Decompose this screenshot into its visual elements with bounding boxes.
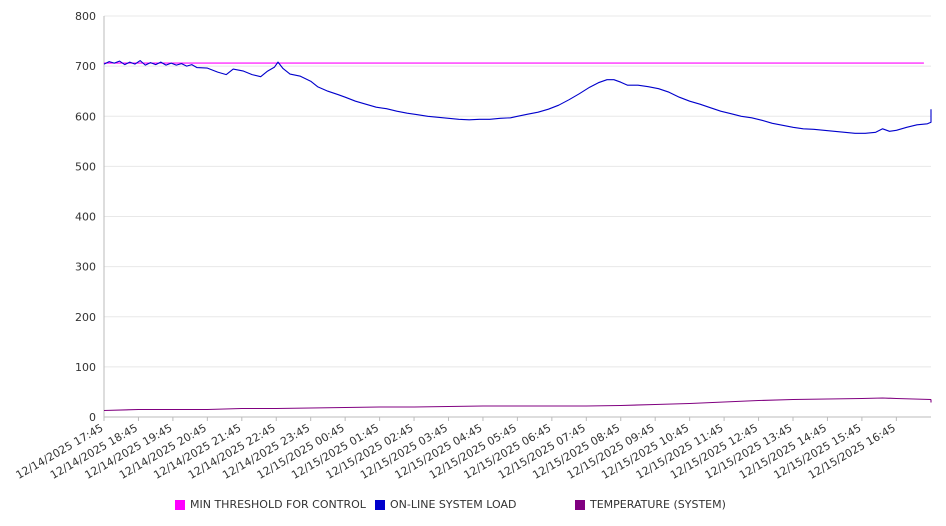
legend-label-system-load: ON-LINE SYSTEM LOAD <box>390 498 517 511</box>
legend-item-system-load: ON-LINE SYSTEM LOAD <box>375 498 516 511</box>
y-tick-label: 600 <box>75 110 96 123</box>
legend-item-min-threshold: MIN THRESHOLD FOR CONTROL <box>175 498 366 511</box>
legend-swatch-min-threshold <box>175 499 185 510</box>
chart-legend: MIN THRESHOLD FOR CONTROL ON-LINE SYSTEM… <box>0 498 946 514</box>
legend-swatch-system-load <box>375 499 385 510</box>
y-tick-label: 300 <box>75 261 96 274</box>
legend-label-min-threshold: MIN THRESHOLD FOR CONTROL <box>190 498 366 511</box>
y-tick-label: 0 <box>89 411 96 424</box>
y-tick-label: 800 <box>75 10 96 23</box>
series-line-system-load <box>103 60 932 134</box>
y-axis-ticks: 0 100 200 300 400 500 600 700 800 <box>75 10 96 424</box>
series-lines <box>103 60 932 412</box>
y-tick-label: 100 <box>75 361 96 374</box>
y-tick-label: 200 <box>75 311 96 324</box>
legend-label-temperature: TEMPERATURE (SYSTEM) <box>590 498 726 511</box>
y-tick-label: 700 <box>75 60 96 73</box>
y-tick-label: 400 <box>75 211 96 224</box>
legend-swatch-temperature <box>575 499 585 510</box>
series-line-temperature <box>103 397 932 412</box>
legend-item-temperature: TEMPERATURE (SYSTEM) <box>575 498 726 511</box>
y-tick-label: 500 <box>75 160 96 173</box>
grid-lines <box>104 15 931 368</box>
